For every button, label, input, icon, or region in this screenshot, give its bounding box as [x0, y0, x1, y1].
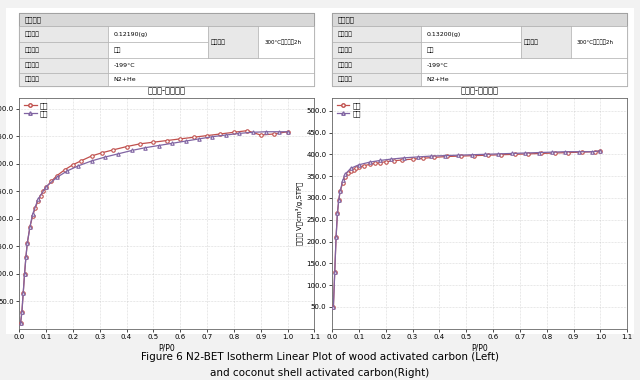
Text: 测试方法: 测试方法	[338, 48, 353, 53]
Bar	[332, 58, 420, 73]
Text: N2+He: N2+He	[426, 76, 449, 81]
Title: 等温线-线性图形: 等温线-线性图形	[461, 87, 499, 95]
Text: 孔径: 孔径	[114, 48, 121, 53]
Text: 0.13200(g): 0.13200(g)	[426, 32, 461, 37]
X-axis label: P/P0: P/P0	[158, 343, 175, 352]
Bar	[19, 26, 108, 42]
Y-axis label: 吸附量 V（cm³/g,STP）: 吸附量 V（cm³/g,STP）	[296, 182, 303, 245]
Text: N2+He: N2+He	[114, 76, 136, 81]
Text: 样品处理: 样品处理	[211, 40, 226, 45]
Bar	[521, 26, 571, 58]
Text: 测试气体: 测试气体	[338, 76, 353, 82]
Title: 等温线-线性图形: 等温线-线性图形	[148, 87, 186, 95]
Bar	[259, 26, 314, 58]
Text: Figure 6 N2-BET Isotherm Linear Plot of wood activated carbon (Left): Figure 6 N2-BET Isotherm Linear Plot of …	[141, 352, 499, 361]
Text: 300°C真空加热2h: 300°C真空加热2h	[577, 40, 614, 45]
Bar	[19, 58, 108, 73]
Text: 测试方法: 测试方法	[25, 48, 40, 53]
Text: -199°C: -199°C	[114, 63, 135, 68]
Bar	[19, 42, 108, 58]
Text: 样品重量: 样品重量	[25, 32, 40, 37]
Bar	[208, 26, 259, 58]
Legend: 吸附, 脱附: 吸附, 脱附	[335, 101, 362, 119]
Text: 吸附温度: 吸附温度	[338, 62, 353, 68]
Bar	[332, 26, 420, 42]
Bar	[332, 73, 420, 86]
X-axis label: P/P0: P/P0	[471, 343, 488, 352]
Bar	[108, 58, 314, 73]
Text: 300°C真空加热2h: 300°C真空加热2h	[264, 40, 301, 45]
Text: 测试信息: 测试信息	[338, 16, 355, 23]
Bar	[19, 73, 108, 86]
Bar	[571, 26, 627, 58]
Text: -199°C: -199°C	[426, 63, 448, 68]
Text: 样品重量: 样品重量	[338, 32, 353, 37]
Bar	[420, 73, 627, 86]
Text: 样品处理: 样品处理	[524, 40, 539, 45]
Bar	[108, 26, 208, 42]
Legend: 吸附, 脱附: 吸附, 脱附	[22, 101, 49, 119]
Text: and coconut shell activated carbon(Right): and coconut shell activated carbon(Right…	[211, 368, 429, 378]
Bar	[108, 73, 314, 86]
Bar	[108, 42, 208, 58]
Bar	[19, 13, 314, 26]
Bar	[332, 13, 627, 26]
Text: 孔径: 孔径	[426, 48, 434, 53]
Bar	[332, 42, 420, 58]
Text: 测试信息: 测试信息	[25, 16, 42, 23]
Bar	[420, 58, 627, 73]
Bar	[420, 42, 521, 58]
Text: 测试气体: 测试气体	[25, 76, 40, 82]
Bar	[420, 26, 521, 42]
Text: 0.12190(g): 0.12190(g)	[114, 32, 148, 37]
Text: 吸附温度: 吸附温度	[25, 62, 40, 68]
